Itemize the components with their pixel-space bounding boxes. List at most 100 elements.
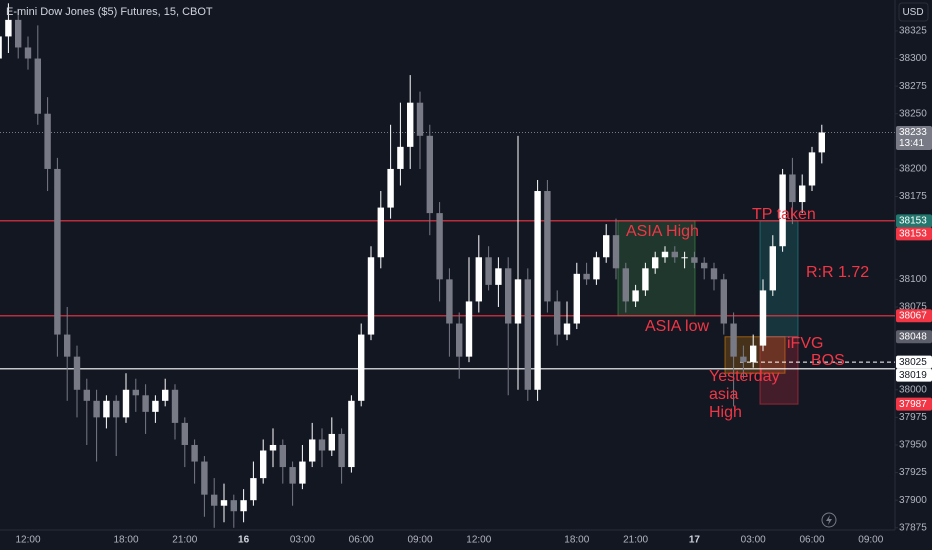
candle-body — [416, 102, 424, 136]
y-tick-label: 37875 — [899, 522, 927, 533]
zone — [759, 336, 799, 405]
candle-body — [181, 422, 188, 445]
candle-body — [279, 444, 286, 468]
zones — [617, 220, 799, 405]
annotations: ASIA High ASIA low TP taken R:R 1.72 iFVGBOS… — [626, 206, 869, 421]
candle-body — [740, 356, 747, 363]
candle-body — [465, 301, 473, 357]
y-tick-label: 38200 — [899, 164, 927, 175]
candle-body — [348, 400, 355, 468]
annotation: High — [709, 404, 742, 421]
candle-body — [54, 168, 61, 335]
candle-body — [44, 113, 51, 169]
candle-body — [83, 389, 90, 401]
candle-body — [358, 334, 365, 401]
candle-body — [220, 500, 228, 506]
x-tick-label: 12:00 — [15, 535, 40, 546]
candle-body — [691, 257, 698, 263]
chart-title: E-mini Dow Jones ($5) Futures, 15, CBOT — [6, 6, 213, 18]
candle-body — [769, 246, 776, 291]
annotation: ASIA low — [645, 318, 709, 335]
x-tick-label: 03:00 — [741, 535, 766, 546]
candle-body — [671, 251, 678, 258]
candle-body — [309, 439, 316, 462]
y-tick-label: 38275 — [899, 81, 927, 92]
candle-body — [554, 301, 561, 335]
lightning-icon[interactable] — [821, 512, 837, 528]
candle-body — [495, 268, 502, 285]
currency-label: USD — [902, 7, 923, 18]
x-tick-label: 06:00 — [799, 535, 824, 546]
candle-body — [563, 323, 571, 335]
candle-body — [593, 257, 600, 280]
x-tick-label: 09:00 — [858, 535, 883, 546]
candle-body — [681, 257, 688, 259]
candle-body — [73, 356, 81, 390]
y-tick-label: 38250 — [899, 108, 927, 119]
candle-body — [514, 279, 522, 324]
candle-body — [750, 345, 757, 363]
candle-body — [710, 268, 718, 280]
candle-body — [544, 191, 551, 302]
candle-body — [64, 334, 71, 357]
candle-body — [534, 191, 541, 390]
candle-body — [436, 213, 443, 280]
price-label-bg — [896, 227, 932, 241]
candle-body — [642, 268, 649, 291]
candle-body — [142, 395, 149, 412]
candle-body — [779, 174, 786, 247]
price-label-bg — [896, 126, 932, 150]
candle-body — [191, 444, 198, 462]
price-label: 38067 — [899, 310, 927, 321]
candle-body — [93, 400, 100, 418]
candle-body — [818, 132, 825, 153]
x-tick-label: 16 — [238, 535, 250, 546]
x-tick-label: 21:00 — [172, 535, 197, 546]
x-tick-label: 03:00 — [290, 535, 315, 546]
annotation: iFVG — [787, 335, 823, 352]
candle-body — [328, 433, 335, 451]
candle-body — [789, 174, 796, 203]
y-tick-label: 38000 — [899, 384, 927, 395]
x-tick-label: 17 — [689, 535, 701, 546]
candle-body — [759, 290, 767, 346]
candle-body — [152, 400, 159, 412]
y-tick-label: 37950 — [899, 440, 927, 451]
candle-body — [603, 235, 610, 258]
annotation: ASIA High — [626, 223, 699, 240]
candle-body — [397, 146, 404, 169]
candle-body — [377, 207, 384, 258]
candle-body — [612, 235, 620, 269]
price-label: 38019 — [899, 370, 927, 381]
candle-body — [505, 268, 512, 324]
axes: 38325 38300 38275 38250 38200 38175 38100 38075… — [15, 26, 932, 546]
y-tick-label: 38100 — [899, 274, 927, 285]
x-tick-label: 09:00 — [407, 535, 432, 546]
candle-body — [701, 262, 708, 269]
price-label: 38153 — [899, 228, 927, 239]
candle-body — [661, 251, 669, 258]
currency-button[interactable] — [898, 2, 929, 22]
annotation: asia — [709, 386, 738, 403]
y-tick-label: 38325 — [899, 26, 927, 37]
candles — [0, 3, 825, 528]
candle-body — [171, 389, 179, 423]
candle-body — [475, 257, 482, 302]
candle-body — [583, 273, 590, 280]
price-label-bg — [896, 355, 932, 369]
y-tick-label: 37900 — [899, 495, 927, 506]
x-tick-label: 18:00 — [564, 535, 589, 546]
candle-body — [289, 467, 296, 484]
candle-body — [15, 19, 22, 48]
price-countdown: 13:41 — [899, 138, 924, 149]
x-tick-label: 12:00 — [466, 535, 491, 546]
candle-body — [240, 500, 247, 512]
annotation: Yesterday — [709, 368, 780, 385]
candle-body — [456, 323, 463, 357]
candle-body — [652, 257, 659, 269]
x-tick-label: 06:00 — [349, 535, 374, 546]
lightning-bolt — [826, 515, 832, 525]
